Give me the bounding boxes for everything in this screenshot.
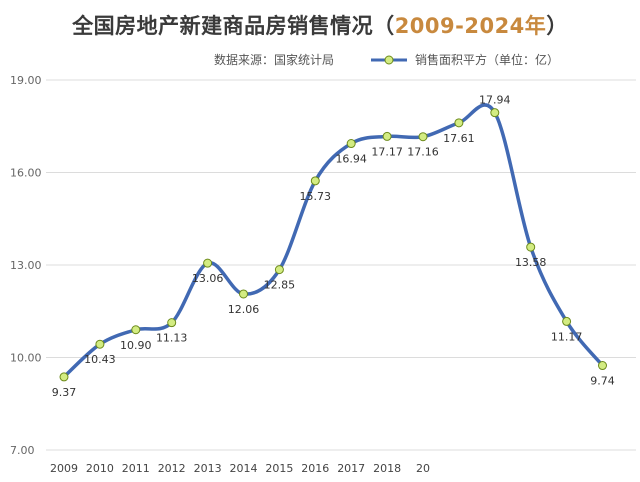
x-tick-label: 2015 xyxy=(265,462,293,475)
source-note: 数据来源：国家统计局 xyxy=(214,53,335,67)
legend-line-marker-icon xyxy=(371,55,407,64)
x-tick-label: 2016 xyxy=(301,462,329,475)
data-label: 16.94 xyxy=(335,153,367,166)
data-point xyxy=(454,118,464,128)
x-tick-label: 2013 xyxy=(194,462,222,475)
series-line xyxy=(62,103,605,379)
y-tick-label: 16.00 xyxy=(10,167,42,180)
x-tick-label: 2010 xyxy=(86,462,114,475)
data-point xyxy=(526,242,536,252)
data-point xyxy=(131,325,141,335)
data-point xyxy=(310,176,320,186)
data-point xyxy=(203,258,213,268)
data-point xyxy=(346,139,356,149)
data-point xyxy=(562,316,572,326)
x-tick-label: 2012 xyxy=(158,462,186,475)
title-end: ） xyxy=(546,14,568,38)
data-label: 17.17 xyxy=(371,145,403,158)
data-point xyxy=(382,131,392,141)
data-point xyxy=(598,361,607,371)
x-axis-ticks: 2009 2010 2011 2012 2013 2014 2015 2016 2017 2018… xyxy=(50,462,430,475)
x-tick-label: 2018 xyxy=(373,462,401,475)
data-label: 10.43 xyxy=(84,353,116,366)
title-main: 全国房地产新建商品房销售情况（ xyxy=(72,14,395,38)
data-label: 13.58 xyxy=(515,256,547,269)
data-label: 15.73 xyxy=(300,190,332,203)
data-point xyxy=(167,318,177,328)
data-label: 12.85 xyxy=(264,279,296,292)
y-tick-label: 19.00 xyxy=(10,74,42,87)
x-tick-label: 2014 xyxy=(230,462,258,475)
data-label: 17.16 xyxy=(407,146,439,159)
x-tick-label: 2011 xyxy=(122,462,150,475)
data-point xyxy=(239,289,248,299)
data-label: 9.74 xyxy=(590,375,615,388)
data-label: 11.13 xyxy=(156,332,188,345)
data-label: 12.06 xyxy=(228,303,260,316)
data-points xyxy=(59,108,607,382)
x-tick-label: 2009 xyxy=(50,462,78,475)
title-years: 2009-2024年 xyxy=(394,14,547,38)
data-point xyxy=(59,372,69,382)
data-label: 17.61 xyxy=(443,132,475,145)
data-point xyxy=(274,265,284,275)
grid-lines xyxy=(46,79,636,451)
data-point xyxy=(490,108,500,118)
chart-title: 全国房地产新建商品房销售情况（2009-2024年） xyxy=(0,10,640,40)
data-label: 13.06 xyxy=(192,272,224,285)
data-label: 17.94 xyxy=(479,94,511,107)
data-point xyxy=(418,132,428,142)
legend-label: 销售面积平方（单位：亿） xyxy=(415,53,560,67)
y-tick-label: 10.00 xyxy=(10,352,42,365)
x-tick-label: 20 xyxy=(416,462,430,475)
legend: 销售面积平方（单位：亿） xyxy=(369,51,559,68)
y-axis-ticks: 7.00 10.00 13.00 16.00 19.00 xyxy=(10,74,42,457)
data-label: 10.90 xyxy=(120,339,152,352)
data-point xyxy=(95,339,105,349)
data-label: 11.17 xyxy=(551,330,583,343)
data-labels: 9.37 10.43 10.90 11.13 13.06 12.06 12.85 15.73 1… xyxy=(52,94,615,399)
x-tick-label: 2017 xyxy=(337,462,365,475)
y-tick-label: 13.00 xyxy=(10,259,42,272)
y-tick-label: 7.00 xyxy=(10,444,35,457)
data-label: 9.37 xyxy=(52,386,77,399)
